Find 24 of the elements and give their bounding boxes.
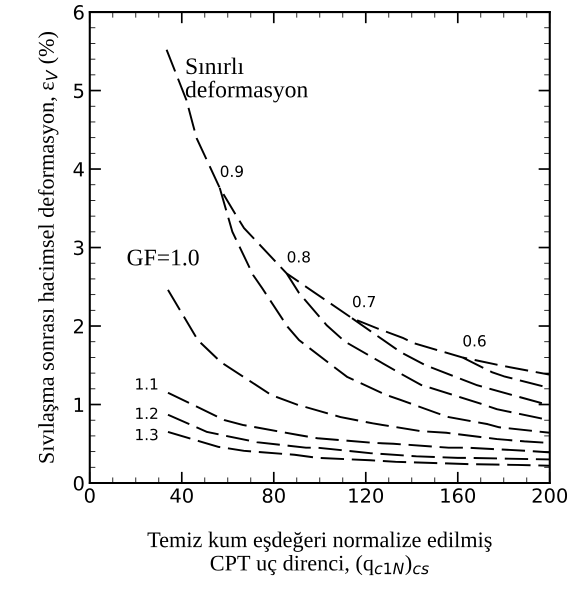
series-label: 1.1 bbox=[136, 378, 158, 390]
y-tick-label: 5 bbox=[74, 84, 84, 98]
y-tick-label: 6 bbox=[74, 5, 84, 20]
x-tick-label: 80 bbox=[262, 488, 285, 503]
x-tick-label: 120 bbox=[349, 488, 384, 503]
series-label: Sınırlı deformasyon bbox=[186, 58, 308, 102]
x-axis-title: Temiz kum eşdeğeri normalize edilmiş CPT uç direnci, (q$_{c1N}$)$_{cs}$ bbox=[148, 532, 492, 576]
series-label: 0.8 bbox=[288, 251, 310, 263]
y-tick-label: 0 bbox=[74, 476, 84, 491]
series-label: 0.7 bbox=[352, 296, 375, 308]
series-label: 1.2 bbox=[136, 408, 158, 419]
x-tick-label: 160 bbox=[441, 488, 476, 503]
y-tick-label: 2 bbox=[74, 318, 83, 334]
x-tick-label: 0 bbox=[84, 488, 95, 503]
x-tick-label: 40 bbox=[170, 488, 193, 503]
series-label: 0.6 bbox=[463, 335, 486, 347]
y-tick-label: 3 bbox=[74, 240, 84, 256]
y-tick-label: 1 bbox=[74, 398, 84, 412]
x-tick-label: 200 bbox=[532, 488, 568, 503]
series-label: GF=1.0 bbox=[128, 250, 199, 266]
series-label: 1.3 bbox=[136, 428, 158, 440]
y-axis-title: Sıvılaşma sonrası hacimsel deformasyon, ε$_{V}$ (%) bbox=[38, 32, 58, 463]
y-tick-label: 4 bbox=[74, 162, 84, 176]
series-label: 0.9 bbox=[220, 166, 243, 178]
